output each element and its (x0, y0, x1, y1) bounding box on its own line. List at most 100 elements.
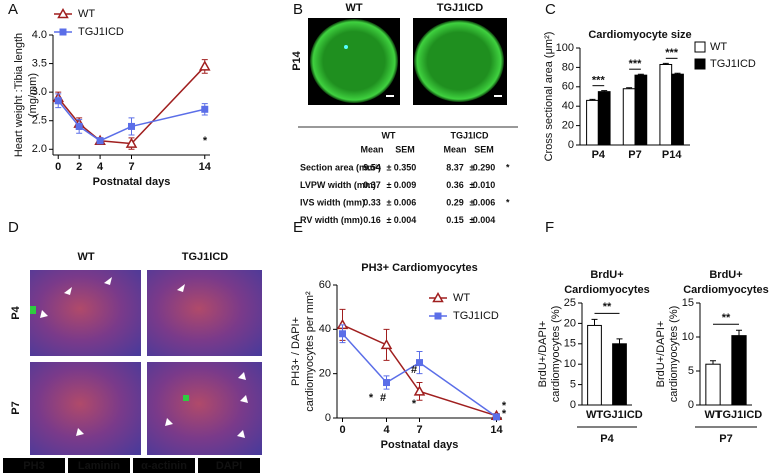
bar (634, 74, 648, 146)
error-bar (736, 329, 742, 336)
table-sem: 0.010 (473, 180, 496, 190)
chart-title: Cardiomyocytes (564, 284, 650, 296)
legend-label: TGJ1ICD (78, 26, 124, 38)
table-pm: ± (470, 180, 475, 190)
table-sem: 0.009 (394, 180, 417, 190)
table-sub-header: Mean (443, 144, 466, 154)
y-axis-label: Heart weight :Tibia length (13, 33, 25, 157)
stain-label: Laminin (78, 460, 120, 472)
error-bar (710, 360, 716, 365)
x-tick-label: 4 (97, 161, 104, 173)
legend-marker (57, 7, 69, 19)
series-line (342, 324, 497, 417)
table-pm: ± (387, 197, 392, 207)
x-axis-label: Postnatal days (381, 439, 459, 451)
column-label: WT (77, 251, 94, 263)
annotation: * (502, 400, 507, 412)
row-label: P4 (10, 305, 22, 319)
annotation: * (203, 135, 208, 147)
table-mean: 0.16 (363, 215, 381, 225)
y-tick-label: 0 (325, 412, 331, 424)
heart-section (310, 19, 398, 103)
bar (622, 88, 636, 146)
annotation: ** (722, 312, 731, 324)
table-sem: 0.006 (394, 197, 417, 207)
stain-label: DAPI (216, 460, 242, 472)
error-bar (662, 62, 669, 65)
x-tick-label: 2 (76, 161, 82, 173)
legend-label: TGJ1ICD (453, 310, 499, 322)
x-tick-label: 0 (339, 424, 345, 436)
annotation: *** (629, 58, 643, 70)
table-sem: 0.006 (473, 197, 496, 207)
marker (413, 385, 426, 396)
table-mean: 8.37 (446, 162, 464, 172)
table-group-header: TGJ1ICD (450, 130, 489, 140)
y-tick-label: 10 (564, 358, 576, 370)
table-mean: 0.33 (363, 197, 381, 207)
arrowheads (40, 277, 248, 438)
bar (587, 324, 602, 406)
y-tick-label: 80 (562, 61, 574, 73)
table-mean: 0.37 (363, 180, 381, 190)
column-label: WT (345, 2, 362, 14)
legend-swatch (694, 58, 706, 70)
table-group-header: WT (382, 130, 396, 140)
bar (671, 73, 684, 146)
annotation: # (411, 364, 417, 376)
annotation: *** (665, 47, 679, 59)
y-tick-label: 40 (319, 323, 331, 335)
x-tick-label: TGJ1ICD (596, 409, 643, 421)
legend-label: WT (78, 8, 95, 20)
table-sem: 0.004 (473, 215, 496, 225)
annotation: *** (592, 75, 606, 87)
y-tick-label: 60 (319, 279, 331, 291)
bar (597, 91, 611, 146)
table-mean: 0.29 (446, 197, 464, 207)
y-tick-label: 25 (564, 297, 576, 309)
stain-label: PH3 (23, 460, 44, 472)
chart-title: BrdU+ (709, 269, 742, 281)
table-sub-header: SEM (474, 144, 494, 154)
ph3-cell (183, 395, 189, 401)
scale-bar (494, 95, 502, 97)
y-tick-label: 0 (570, 399, 576, 411)
marker (75, 122, 83, 130)
table-pm: ± (387, 215, 392, 225)
y-tick-label: 5 (688, 365, 694, 377)
legend-label: WT (710, 41, 727, 53)
error-bar (637, 73, 644, 76)
bar (586, 99, 599, 146)
legend-label: WT (453, 292, 470, 304)
y-tick-label: 20 (562, 120, 574, 132)
marker (493, 413, 500, 421)
legend-marker (434, 312, 442, 320)
x-tick-label: 14 (490, 424, 503, 436)
error-bar (601, 90, 608, 92)
legend-marker (432, 291, 444, 303)
y-tick-label: 60 (562, 81, 574, 93)
y-tick-label: 100 (556, 42, 574, 54)
x-tick-label: P4 (592, 149, 606, 161)
table-sem: 0.004 (394, 215, 417, 225)
x-tick-label: WT (586, 409, 603, 421)
stain-key-box (198, 458, 260, 473)
table-pm: ± (470, 197, 475, 207)
stain-key-box (68, 458, 130, 473)
y-axis-label: cardiomyocytes (%) (668, 306, 680, 403)
y-tick-label: 2.0 (32, 143, 47, 155)
x-tick-label: WT (704, 409, 721, 421)
panel-label: B (293, 1, 303, 18)
error-bar (589, 98, 596, 101)
y-tick-label: 10 (682, 331, 694, 343)
bar (705, 363, 721, 406)
y-tick-label: 3.5 (32, 57, 47, 69)
x-tick-label: TGJ1ICD (716, 409, 763, 421)
error-bar (674, 72, 681, 75)
annotation: * (412, 398, 417, 410)
column-label: TGJ1ICD (437, 2, 484, 14)
scale-bar (386, 95, 394, 97)
panel-label: A (8, 1, 18, 18)
annotation: * (369, 392, 374, 404)
